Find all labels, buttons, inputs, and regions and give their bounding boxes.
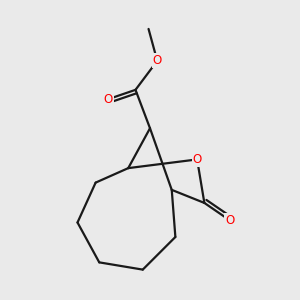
Text: O: O <box>103 93 112 106</box>
Text: O: O <box>153 54 162 67</box>
Text: O: O <box>193 153 202 166</box>
Text: O: O <box>225 214 234 227</box>
